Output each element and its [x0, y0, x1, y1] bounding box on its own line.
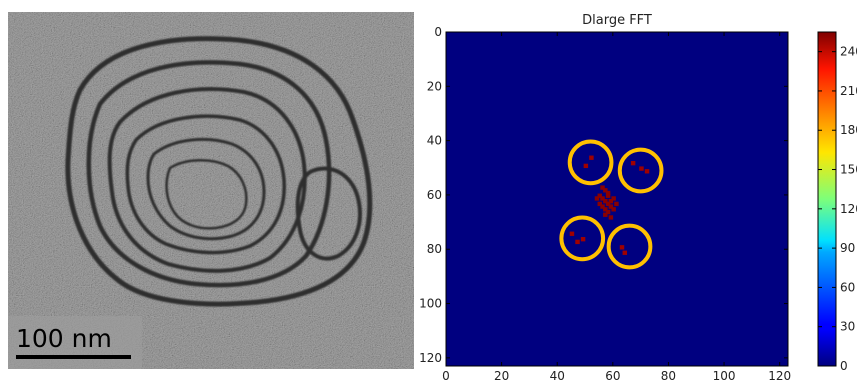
- fft-peak-22: [630, 160, 636, 166]
- y-tick-label-120: 120: [419, 351, 442, 365]
- fft-peak-23: [639, 166, 644, 171]
- colorbar-tick-label-90: 90: [840, 241, 855, 255]
- x-tick-label-40: 40: [550, 369, 565, 383]
- fft-peak-27: [580, 237, 586, 242]
- y-tick-label-20: 20: [427, 79, 442, 93]
- fft-heatmap-figure: Dlarge FFT 0 20 40 60 80 100 120 0 20 40 60 80 100 1…: [419, 13, 857, 383]
- colorbar-tick-label-30: 30: [840, 320, 855, 334]
- y-tick-label-40: 40: [427, 134, 442, 148]
- vesicle-membranes: [65, 36, 373, 307]
- fft-peak-21: [583, 163, 589, 169]
- x-tick-label-20: 20: [494, 369, 509, 383]
- fft-peak-5: [594, 196, 600, 201]
- fft-peak-11: [605, 201, 611, 207]
- colorbar-tick-label-0: 0: [840, 359, 848, 373]
- scale-bar: 100 nm: [8, 316, 142, 369]
- fft-peak-17: [605, 209, 611, 215]
- micrograph-background: [8, 12, 414, 369]
- colorbar-tick-label-120: 120: [840, 202, 857, 216]
- y-tick-label-60: 60: [427, 188, 442, 202]
- y-tick-label-100: 100: [419, 297, 442, 311]
- fft-peak-10: [597, 201, 602, 207]
- fft-peak-4: [605, 193, 611, 198]
- colorbar-tick-label-210: 210: [840, 84, 857, 98]
- y-tick-label-0: 0: [434, 25, 442, 39]
- fft-peak-0: [600, 185, 605, 190]
- fft-peak-14: [608, 204, 614, 209]
- cryo-em-micrograph: 100 nm: [8, 12, 414, 369]
- peak-highlight-circle-2: [559, 215, 606, 262]
- x-axis: 0 20 40 60 80 100 120: [442, 32, 791, 383]
- x-tick-label-120: 120: [768, 369, 791, 383]
- fft-peak-2: [605, 190, 611, 196]
- fft-peak-19: [608, 215, 614, 220]
- peak-highlight-circle-1: [617, 147, 664, 194]
- fft-peak-28: [619, 245, 625, 250]
- fft-peak-25: [569, 231, 575, 236]
- colorbar-tick-label-240: 240: [840, 45, 857, 59]
- colorbar-tick-label-180: 180: [840, 123, 857, 137]
- fft-peak-8: [603, 199, 608, 204]
- fft-peak-29: [622, 250, 628, 255]
- peak-annotations: [559, 139, 664, 270]
- plot-area: [445, 31, 789, 367]
- fft-peak-1: [603, 188, 608, 193]
- chart-title: Dlarge FFT: [582, 13, 652, 28]
- colorbar-axis: 0 30 60 90 120 150 180 210 240: [818, 45, 857, 373]
- fft-peak-18: [603, 212, 608, 217]
- scale-bar-backdrop: [8, 316, 142, 369]
- y-axis: 0 20 40 60 80 100 120: [419, 25, 788, 365]
- fft-peak-12: [614, 201, 619, 207]
- fft-peak-13: [600, 204, 605, 209]
- fft-peak-24: [644, 169, 650, 174]
- fft-peak-7: [611, 196, 616, 201]
- x-tick-label-100: 100: [713, 369, 736, 383]
- y-tick-label-80: 80: [427, 242, 442, 256]
- colorbar-tick-label-60: 60: [840, 280, 855, 294]
- x-tick-label-0: 0: [442, 369, 450, 383]
- colorbar: [817, 31, 837, 367]
- x-tick-label-60: 60: [605, 369, 620, 383]
- scale-bar-label: 100 nm: [16, 324, 112, 353]
- fft-peak-9: [608, 199, 614, 204]
- scale-bar-line: [16, 355, 131, 359]
- fft-peak-16: [611, 207, 616, 212]
- fft-peak-20: [589, 155, 594, 160]
- fft-peaks: [569, 155, 650, 255]
- peak-highlight-circle-3: [606, 223, 653, 270]
- peak-highlight-circle-0: [567, 139, 614, 186]
- x-tick-label-80: 80: [661, 369, 676, 383]
- fft-peak-3: [597, 193, 602, 198]
- fft-peak-15: [603, 207, 608, 212]
- fft-peak-26: [575, 239, 580, 245]
- colorbar-tick-label-150: 150: [840, 163, 857, 177]
- fft-peak-6: [600, 196, 605, 201]
